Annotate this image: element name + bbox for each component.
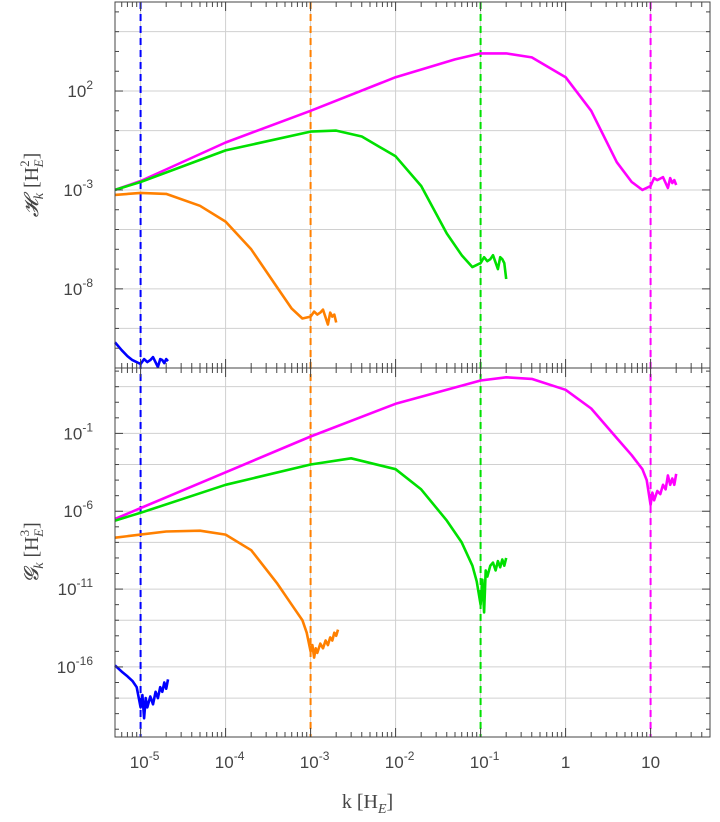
y-tick-label: 10-16 (57, 654, 94, 677)
reference-lines (139, 2, 652, 737)
series-line-1-3 (114, 664, 170, 720)
plot-frame (114, 367, 711, 738)
x-tick-label: 10-2 (385, 749, 415, 772)
x-tick-label: 10 (641, 753, 660, 772)
y-tick-label: 10-3 (63, 177, 93, 200)
y-tick-label: 10-8 (63, 276, 93, 299)
y-tick-label: 10-6 (63, 498, 93, 521)
series-lines (114, 52, 678, 720)
x-tick-label: 10-5 (130, 749, 160, 772)
y-tick-label: 10-11 (58, 576, 94, 599)
x-axis-title: k [HE] (342, 791, 393, 817)
x-tick-label: 10-4 (215, 749, 245, 772)
series-line-1-1 (114, 457, 508, 614)
x-tick-label: 1 (561, 753, 570, 772)
series-line-0-2 (114, 191, 338, 326)
series-line-0-1 (114, 129, 508, 280)
y-tick-label: 102 (67, 78, 93, 101)
y-axis-title: 𝓗k [H2E] (17, 153, 47, 218)
series-line-0-0 (114, 52, 678, 192)
grid-lines (115, 2, 710, 737)
axes (114, 1, 711, 738)
y-axis-title: 𝓖k [H3E] (17, 522, 47, 583)
axis-titles: 𝓗k [H2E] 𝓖k [H3E] k [HE] (17, 153, 393, 817)
series-line-1-2 (114, 529, 340, 659)
x-tick-label: 10-3 (300, 749, 330, 772)
series-line-0-3 (114, 341, 169, 369)
plot-frame (114, 1, 711, 369)
y-tick-label: 10-1 (63, 420, 93, 443)
series-line-1-0 (114, 376, 678, 521)
x-tick-label: 10-1 (470, 749, 500, 772)
